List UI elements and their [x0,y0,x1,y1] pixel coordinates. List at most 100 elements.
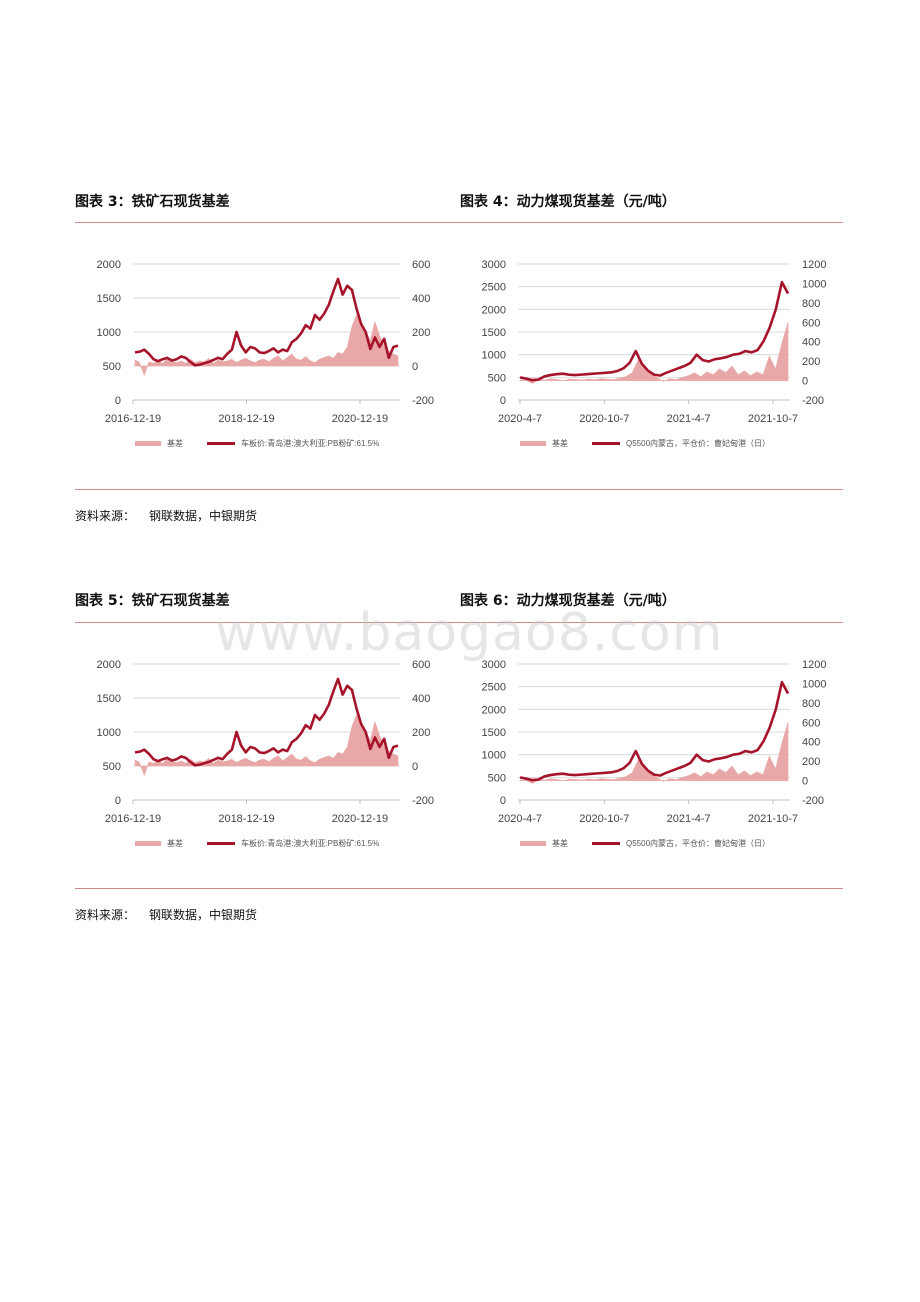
y-right-tick-label: 400 [802,737,820,749]
legend-label-line: Q5500内蒙古，平仓价：曹妃甸港（日） [626,838,770,848]
x-tick-label: 2021-4-7 [667,813,711,825]
y-right-tick-label: -200 [412,795,434,807]
basis-area [519,722,789,784]
price-line [134,277,399,367]
source-label: 资料来源： [75,509,136,523]
legend-swatch-area [135,841,161,846]
y-right-tick-label: 1200 [802,659,826,671]
y-left-tick-label: 1500 [97,293,121,305]
bottom-rule [75,888,843,889]
y-right-tick-label: 0 [802,776,808,788]
y-right-tick-label: 0 [412,761,418,773]
figure-6-title: 图表 6：动力煤现货基差（元/吨） [460,593,676,609]
x-tick-label: 2016-12-19 [105,413,161,425]
x-tick-label: 2020-12-19 [332,413,388,425]
y-left-tick-label: 2000 [482,304,506,316]
y-left-tick-label: 2000 [97,259,121,271]
y-right-tick-label: 200 [802,356,820,368]
y-right-tick-label: 600 [412,259,430,271]
price-line [519,280,790,382]
y-right-tick-label: -200 [802,395,824,407]
basis-area [134,714,399,777]
source-note: 资料来源： 钢联数据，中银期货 [75,507,257,524]
bottom-rule [75,489,843,490]
figure-3-chart: 0 500 1000 1500 2000 -200 0 200 400 600 2016-12-19… [97,259,435,448]
y-left-tick-label: 2500 [482,682,506,694]
x-tick-label: 2020-10-7 [579,413,629,425]
y-left-tick-label: 1500 [482,727,506,739]
y-left-tick-label: 0 [115,795,121,807]
top-rule [75,222,843,223]
y-left-tick-label: 0 [500,395,506,407]
x-tick-label: 2021-10-7 [748,413,798,425]
legend-label-area: 基差 [167,838,183,848]
y-left-tick-label: 1000 [97,727,121,739]
figure-4-chart: 0 500 1000 1500 2000 2500 3000 -200 0 200 400 600 80… [482,259,827,448]
source-label: 资料来源： [75,908,136,922]
x-tick-label: 2016-12-19 [105,813,161,825]
y-right-tick-label: 1200 [802,259,826,271]
y-right-tick-label: 600 [412,659,430,671]
basis-area [134,314,399,377]
x-tick-label: 2021-4-7 [667,413,711,425]
x-tick-label: 2020-12-19 [332,813,388,825]
y-left-tick-label: 1500 [482,327,506,339]
y-right-tick-label: 0 [802,376,808,388]
legend-label-line: Q5500内蒙古，平仓价：曹妃甸港（日） [626,438,770,448]
legend-label-line: 车板价:青岛港:澳大利亚:PB粉矿:61.5% [241,838,379,848]
legend-swatch-area [135,441,161,446]
legend-label-area: 基差 [167,438,183,448]
y-right-tick-label: 800 [802,698,820,710]
y-right-tick-label: -200 [412,395,434,407]
y-right-tick-label: 1000 [802,278,826,290]
y-left-tick-label: 1000 [97,327,121,339]
legend-swatch-area [520,841,546,846]
y-right-tick-label: 1000 [802,678,826,690]
legend-label-line: 车板价:青岛港:澳大利亚:PB粉矿:61.5% [241,438,379,448]
y-left-tick-label: 0 [500,795,506,807]
x-tick-label: 2018-12-19 [218,813,274,825]
figure-6-chart: 0 500 1000 1500 2000 2500 3000 -200 0 200 400 600 80… [482,659,827,848]
x-tick-label: 2021-10-7 [748,813,798,825]
source-text: 钢联数据，中银期货 [149,908,258,922]
price-line [134,677,399,767]
x-tick-label: 2020-10-7 [579,813,629,825]
y-right-tick-label: 200 [412,727,430,739]
y-left-tick-label: 500 [488,372,506,384]
y-left-tick-label: 1000 [482,750,506,762]
y-right-tick-label: 800 [802,298,820,310]
x-tick-label: 2018-12-19 [218,413,274,425]
source-note: 资料来源： 钢联数据，中银期货 [75,906,257,923]
x-tick-label: 2020-4-7 [498,813,542,825]
y-left-tick-label: 2000 [482,704,506,716]
y-left-tick-label: 3000 [482,259,506,271]
y-right-tick-label: 200 [412,327,430,339]
y-left-tick-label: 0 [115,395,121,407]
y-right-tick-label: 600 [802,717,820,729]
y-left-tick-label: 500 [488,772,506,784]
legend-swatch-area [520,441,546,446]
y-right-tick-label: -200 [802,795,824,807]
y-left-tick-label: 500 [103,361,121,373]
y-left-tick-label: 500 [103,761,121,773]
figure-5-chart: 0 500 1000 1500 2000 -200 0 200 400 600 2016-12-19… [97,659,435,848]
figure-5-title: 图表 5：铁矿石现货基差 [75,593,230,609]
y-left-tick-label: 3000 [482,659,506,671]
x-tick-label: 2020-4-7 [498,413,542,425]
figure-4-title: 图表 4：动力煤现货基差（元/吨） [460,194,676,210]
y-right-tick-label: 200 [802,756,820,768]
basis-area [519,322,789,384]
legend-label-area: 基差 [552,438,568,448]
source-text: 钢联数据，中银期货 [149,509,258,523]
y-left-tick-label: 2000 [97,659,121,671]
y-left-tick-label: 1000 [482,350,506,362]
y-right-tick-label: 400 [412,293,430,305]
y-right-tick-label: 0 [412,361,418,373]
price-line [519,680,790,782]
top-rule [75,622,843,623]
y-right-tick-label: 400 [412,693,430,705]
y-left-tick-label: 1500 [97,693,121,705]
figure-3-title: 图表 3：铁矿石现货基差 [75,194,230,210]
y-right-tick-label: 400 [802,337,820,349]
legend-label-area: 基差 [552,838,568,848]
